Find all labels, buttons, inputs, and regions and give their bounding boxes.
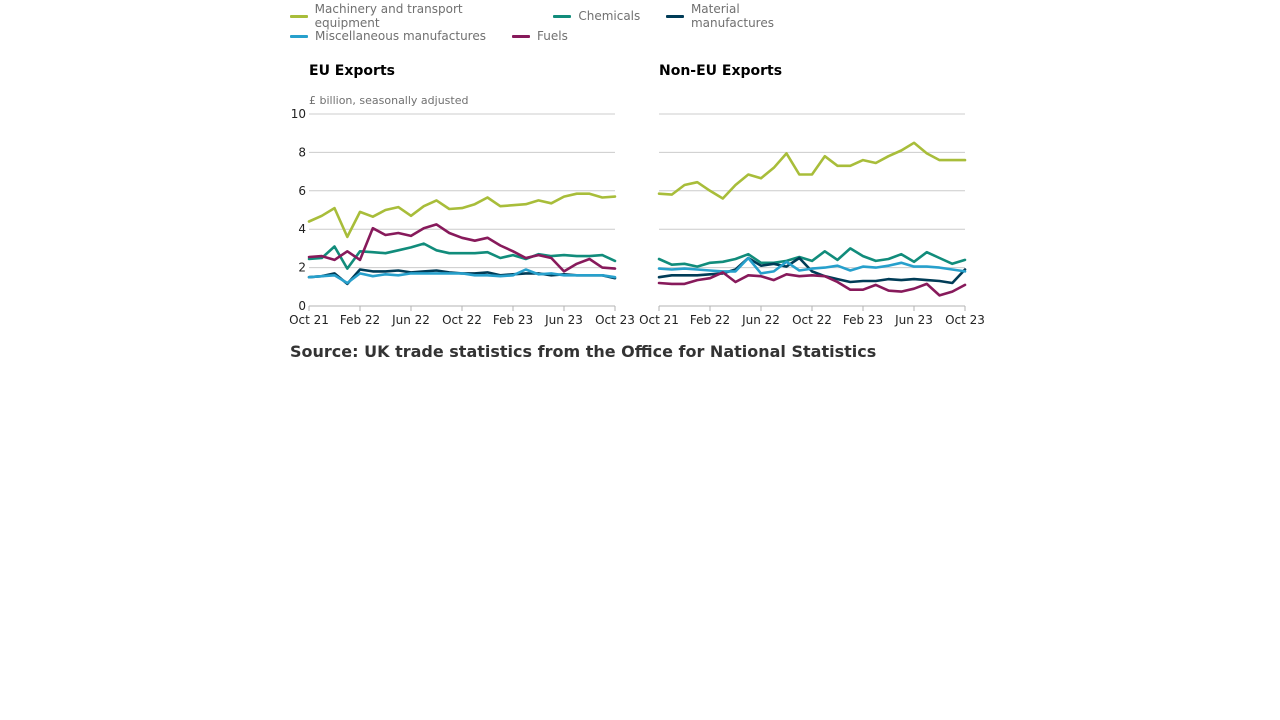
non-eu-x-tick-label: Oct 22 [792,313,832,327]
eu-series-line-miscellaneous [307,268,617,285]
eu-x-tick-label: Feb 22 [340,313,380,327]
eu-series-line-machinery [307,192,617,239]
non-eu-x-tick-label: Feb 22 [690,313,730,327]
legend-label-chemicals: Chemicals [578,9,641,23]
non-eu-series-line-chemicals [657,247,967,268]
non-eu-exports-panel: Non-EU Exports Oct 21 Feb 22 Jun 22 Oct 22 F… [639,63,985,327]
legend-item-fuels: Fuels [512,29,568,43]
eu-y-axis-label: £ billion, seasonally adjusted [309,94,468,107]
eu-series-line-chemicals [307,242,617,270]
non-eu-series-line-miscellaneous [657,256,967,275]
legend-row-1: Machinery and transport equipment Chemic… [290,2,850,30]
eu-x-tick-label: Oct 23 [595,313,635,327]
legend-label-machinery: Machinery and transport equipment [314,2,463,30]
non-eu-series-line-machinery [657,141,967,200]
eu-x-tick-label: Jun 23 [544,313,583,327]
non-eu-x-tick-label: Feb 23 [843,313,883,327]
eu-x-tick-label: Feb 23 [493,313,533,327]
eu-y-tick-label: 2 [298,261,306,275]
chart-legend: Machinery and transport equipment Chemic… [290,2,850,46]
eu-y-tick-label: 10 [291,107,306,121]
eu-x-tick-label: Oct 21 [289,313,329,327]
legend-swatch-machinery [290,14,308,18]
eu-y-tick-label: 6 [298,184,306,198]
legend-swatch-material [666,14,684,18]
non-eu-x-tick-label: Jun 23 [894,313,933,327]
legend-swatch-fuels [512,34,530,38]
non-eu-series-line-material [657,256,967,285]
legend-item-chemicals: Chemicals [553,9,640,23]
eu-y-tick-label: 4 [298,222,306,236]
eu-exports-title: EU Exports [309,63,395,79]
legend-row-2: Miscellaneous manufactures Fuels [290,26,850,46]
eu-y-tick-label: 0 [298,299,306,313]
charts-svg: EU Exports £ billion, seasonally adjuste… [289,63,985,327]
non-eu-x-tick-label: Oct 21 [639,313,679,327]
eu-x-tick-label: Jun 22 [391,313,430,327]
eu-x-tick-label: Oct 22 [442,313,482,327]
non-eu-x-tick-label: Oct 23 [945,313,985,327]
eu-exports-panel: EU Exports £ billion, seasonally adjuste… [289,63,635,327]
non-eu-exports-title: Non-EU Exports [659,63,782,79]
source-note: Source: UK trade statistics from the Off… [290,342,877,361]
non-eu-x-tick-label: Jun 22 [741,313,780,327]
legend-item-machinery: Machinery and transport equipment [290,2,527,30]
legend-item-miscellaneous: Miscellaneous manufactures [290,29,486,43]
legend-label-miscellaneous: Miscellaneous manufactures [315,29,486,43]
non-eu-series-line-fuels [657,271,967,297]
legend-swatch-miscellaneous [290,34,308,38]
eu-y-tick-label: 8 [298,145,306,159]
legend-label-fuels: Fuels [537,29,568,43]
legend-swatch-chemicals [553,14,572,18]
legend-item-material: Material manufactures [666,2,824,30]
eu-series-line-fuels [307,223,617,273]
legend-label-material: Material manufactures [690,2,774,30]
